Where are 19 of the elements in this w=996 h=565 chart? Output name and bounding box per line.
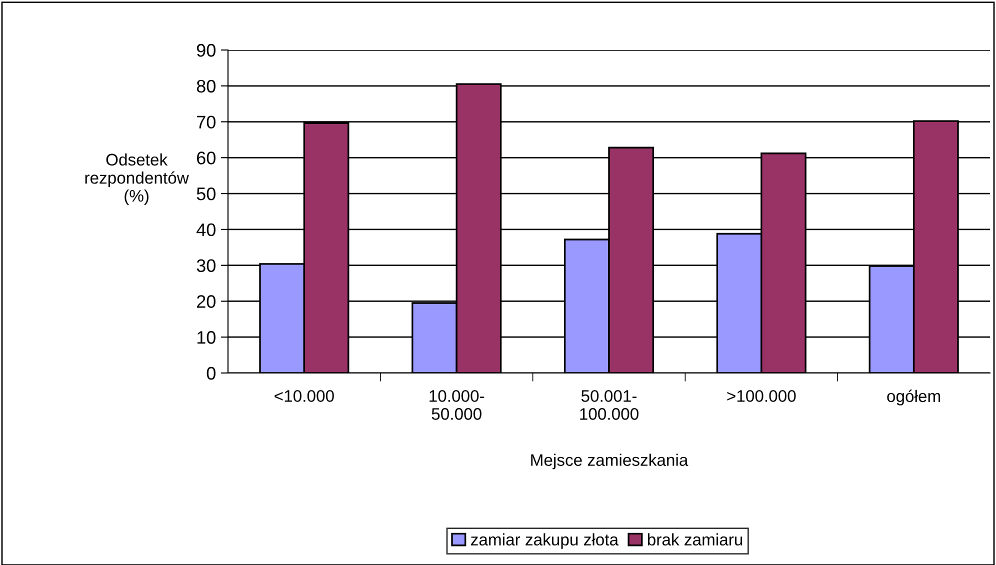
y-tick-label: 40 — [196, 223, 216, 236]
x-tick-label: >100.000 — [727, 390, 796, 402]
x-tick-label: <10.000 — [274, 390, 334, 402]
x-tick-label: 50.001- 100.000 — [580, 390, 638, 420]
legend-label: brak zamiaru — [648, 533, 742, 546]
y-tick-label: 80 — [196, 80, 216, 93]
legend-label: zamiar zakupu złota — [471, 533, 619, 549]
y-tick-label: 50 — [196, 187, 216, 200]
y-tick-label: 20 — [197, 295, 216, 308]
y-tick-label: 30 — [196, 259, 216, 272]
y-tick-label: 60 — [197, 152, 216, 164]
y-tick-label: 70 — [197, 116, 216, 128]
x-tick-label: ogółem — [887, 390, 940, 406]
y-tick-label: 0 — [206, 366, 216, 380]
x-tick-label: 10.000- 50.000 — [430, 390, 484, 420]
x-axis-title: Mejsce zamieszkania — [531, 454, 688, 470]
y-tick-label: 10 — [197, 331, 216, 344]
y-axis-title: Odsetek rezpondentów (%) — [85, 153, 189, 206]
y-tick-label: 90 — [196, 44, 216, 57]
